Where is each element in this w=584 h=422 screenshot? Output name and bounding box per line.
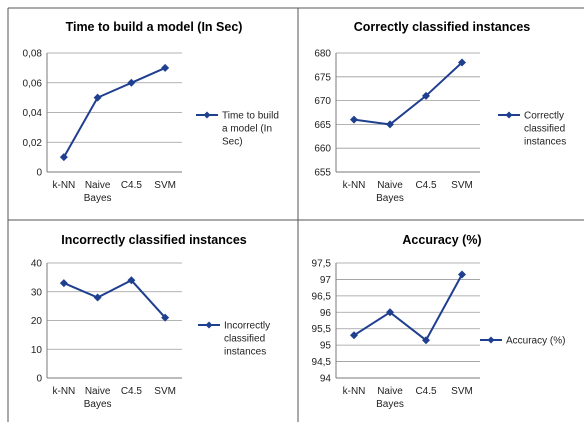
series-line: [63, 279, 166, 319]
legend-label: Time to build: [222, 111, 279, 122]
legend-label: Incorrectly: [224, 321, 270, 332]
y-tick-label: 95,5: [312, 324, 332, 335]
chart-panel-4: Accuracy (%) 94 94,5 95 95,5 96 96,5 97 97,5 k-NN…: [312, 233, 566, 410]
y-tick-label: 20: [31, 316, 43, 327]
x-tick-label: SVM: [154, 386, 176, 397]
data-point: [458, 58, 466, 67]
y-tick-label: 96,5: [312, 291, 332, 302]
y-tick-label: 97,5: [312, 259, 332, 270]
y-tick-label: 0: [36, 168, 42, 179]
legend-label: instances: [224, 347, 266, 358]
data-point: [422, 91, 430, 100]
y-tick-label: 0,02: [23, 138, 43, 149]
x-tick-label: Naive: [377, 180, 403, 191]
y-tick-label: 96: [320, 308, 332, 319]
data-point: [59, 279, 68, 288]
y-tick-label: 94,5: [312, 357, 332, 368]
series-line: [353, 61, 463, 126]
chart-title: Correctly classified instances: [354, 20, 531, 34]
legend-label: Accuracy (%): [506, 336, 565, 347]
y-tick-label: 655: [314, 168, 331, 179]
x-tick-label: Bayes: [84, 193, 112, 204]
legend: Accuracy (%): [480, 336, 565, 347]
chart-panel-2: Correctly classified instances 655 660 665 6…: [314, 20, 566, 204]
y-tick-label: 670: [314, 96, 331, 107]
y-tick-label: 30: [31, 287, 43, 298]
y-tick-label: 665: [314, 120, 331, 131]
data-point: [127, 276, 136, 285]
y-tick-label: 95: [320, 341, 332, 352]
legend-marker: [505, 111, 513, 119]
x-tick-label: Naive: [85, 180, 111, 191]
x-tick-label: C4.5: [415, 386, 437, 397]
series-line: [353, 274, 463, 342]
data-point: [458, 270, 466, 279]
chart-title: Time to build a model (In Sec): [66, 20, 243, 34]
x-tick-label: k-NN: [343, 386, 366, 397]
legend: Incorrectly classified instances: [198, 321, 270, 358]
y-tick-label: 0,04: [23, 108, 43, 119]
legend: Correctly classified instances: [498, 111, 566, 148]
series-line: [63, 66, 166, 158]
x-tick-label: SVM: [154, 180, 176, 191]
data-point: [422, 336, 430, 345]
data-point: [350, 115, 358, 124]
data-point: [59, 153, 68, 162]
data-point: [161, 313, 170, 322]
legend: Time to build a model (In Sec): [196, 111, 279, 148]
x-tick-label: Bayes: [376, 399, 404, 410]
y-tick-label: 0,06: [23, 78, 43, 89]
x-tick-label: SVM: [451, 386, 473, 397]
x-tick-label: k-NN: [343, 180, 366, 191]
y-tick-label: 675: [314, 72, 331, 83]
chart-title: Accuracy (%): [402, 233, 481, 247]
data-point: [93, 293, 102, 302]
y-tick-label: 40: [31, 259, 43, 270]
data-point: [161, 63, 170, 72]
legend-marker: [203, 111, 211, 119]
legend-label: Correctly: [524, 111, 564, 122]
x-tick-label: Naive: [85, 386, 111, 397]
y-tick-label: 94: [320, 374, 332, 385]
y-tick-label: 0: [36, 374, 42, 385]
legend-label: classified: [524, 124, 565, 135]
y-tick-label: 10: [31, 345, 43, 356]
data-point: [386, 120, 394, 129]
x-tick-label: Bayes: [84, 399, 112, 410]
y-tick-label: 97: [320, 275, 332, 286]
x-tick-label: Naive: [377, 386, 403, 397]
y-tick-label: 660: [314, 144, 331, 155]
legend-label: a model (In: [222, 124, 272, 135]
legend-label: classified: [224, 334, 265, 345]
legend-marker: [487, 336, 495, 344]
x-tick-label: C4.5: [121, 180, 143, 191]
data-point: [386, 308, 394, 317]
data-point: [350, 331, 358, 340]
legend-marker: [205, 321, 213, 329]
y-tick-label: 0,08: [23, 49, 43, 60]
legend-label: Sec): [222, 137, 243, 148]
x-tick-label: k-NN: [52, 386, 75, 397]
chart-title: Incorrectly classified instances: [61, 233, 247, 247]
x-tick-label: C4.5: [121, 386, 143, 397]
x-tick-label: Bayes: [376, 193, 404, 204]
x-tick-label: k-NN: [52, 180, 75, 191]
x-tick-label: SVM: [451, 180, 473, 191]
y-tick-label: 680: [314, 49, 331, 60]
chart-panel-1: Time to build a model (In Sec) 0 0,02 0,04 0…: [23, 20, 279, 204]
legend-label: instances: [524, 137, 566, 148]
data-point: [127, 78, 136, 87]
chart-panel-3: Incorrectly classified instances 0 10 20 30 4…: [31, 233, 270, 410]
x-tick-label: C4.5: [415, 180, 437, 191]
data-point: [93, 93, 102, 102]
